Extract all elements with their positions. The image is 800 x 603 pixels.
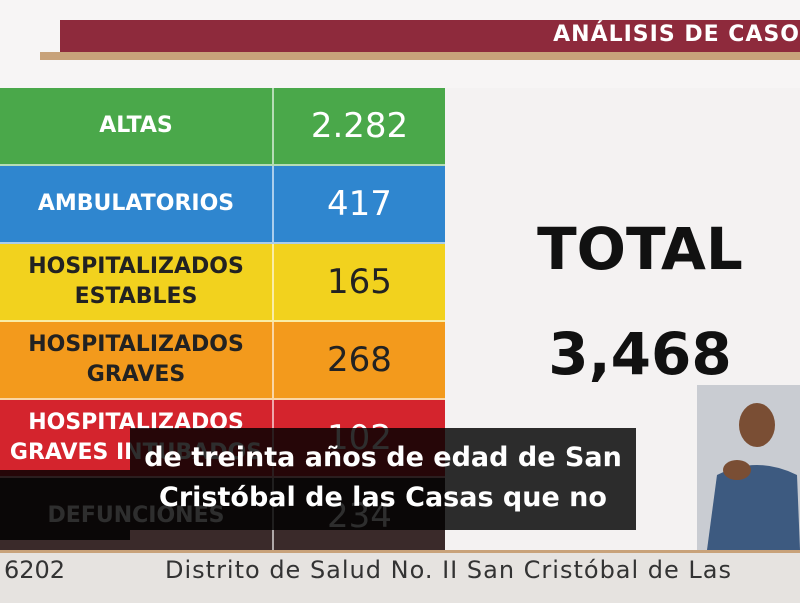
- total-value: 3,468: [548, 320, 732, 388]
- table-row: HOSPITALIZADOS GRAVES 268: [0, 322, 445, 400]
- title-stripe: [40, 52, 800, 60]
- row-value: 417: [327, 184, 392, 224]
- title-bar: [60, 20, 800, 52]
- footer-code: 6202: [4, 556, 66, 584]
- row-label: HOSPITALIZADOS ESTABLES: [0, 244, 274, 320]
- caption-line: Cristóbal de las Casas que no: [159, 482, 607, 513]
- sign-interpreter: [697, 385, 800, 550]
- caption-line: de treinta años de edad de San: [144, 442, 622, 473]
- footer: [0, 550, 800, 603]
- row-value: 268: [327, 340, 392, 380]
- row-label: ALTAS: [0, 88, 274, 164]
- footer-text: Distrito de Salud No. II San Cristóbal d…: [165, 556, 733, 584]
- row-label: HOSPITALIZADOS GRAVES: [0, 322, 274, 398]
- row-value: 2.282: [310, 106, 409, 146]
- caption-shade: [0, 470, 130, 540]
- interpreter-figure: [707, 403, 800, 550]
- row-label: AMBULATORIOS: [0, 166, 274, 242]
- title: ANÁLISIS DE CASO: [553, 22, 800, 47]
- total-label: TOTAL: [537, 215, 743, 283]
- row-value: 165: [327, 262, 392, 302]
- table-row: AMBULATORIOS 417: [0, 166, 445, 244]
- table-row: ALTAS 2.282: [0, 88, 445, 166]
- caption: de treinta años de edad de San Cristóbal …: [130, 428, 636, 530]
- table-row: HOSPITALIZADOS ESTABLES 165: [0, 244, 445, 322]
